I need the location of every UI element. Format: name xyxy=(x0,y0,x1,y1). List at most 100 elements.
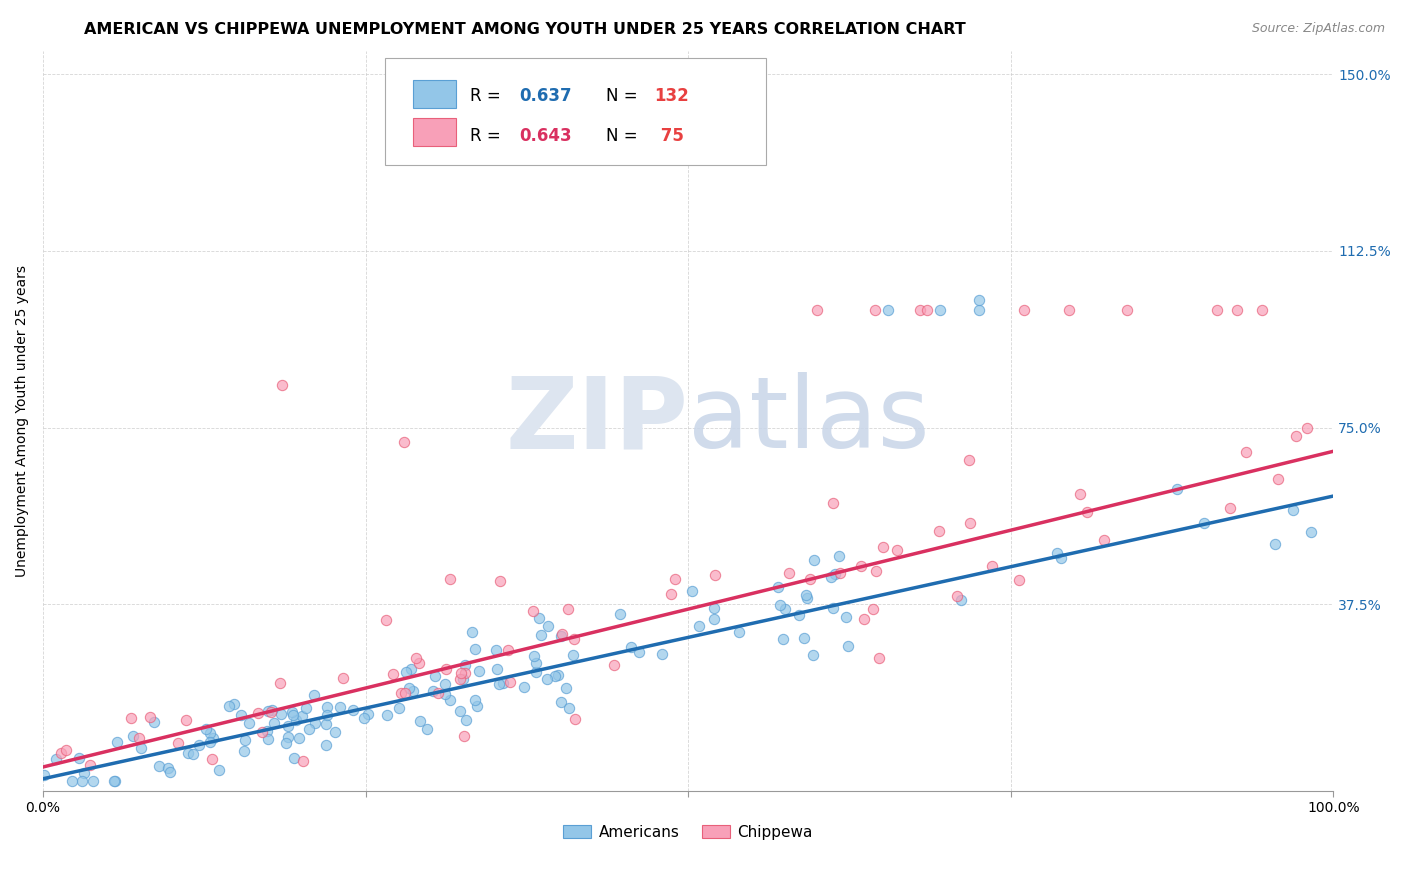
Point xyxy=(946,589,969,603)
Text: R =: R = xyxy=(470,127,506,145)
Point xyxy=(1012,302,1035,317)
Point xyxy=(1049,550,1071,565)
Point xyxy=(886,543,908,558)
Point xyxy=(547,668,569,682)
Point xyxy=(394,665,416,680)
Point xyxy=(486,662,509,676)
Point xyxy=(627,644,650,658)
Point xyxy=(464,693,486,707)
Point xyxy=(915,302,938,317)
Point xyxy=(1282,503,1305,517)
Point xyxy=(453,729,475,743)
Point xyxy=(1069,487,1091,501)
Point xyxy=(105,735,128,749)
Point xyxy=(434,662,457,676)
Point xyxy=(166,736,188,750)
Point xyxy=(778,566,800,581)
Point xyxy=(302,688,325,702)
Point xyxy=(967,293,990,308)
Point xyxy=(609,607,631,621)
Point xyxy=(70,774,93,789)
Point xyxy=(523,649,546,664)
Point xyxy=(703,612,725,626)
Point xyxy=(394,686,416,700)
Point xyxy=(291,709,314,723)
Point xyxy=(238,716,260,731)
Point xyxy=(142,715,165,730)
Point xyxy=(409,714,432,729)
Point xyxy=(1219,501,1241,516)
Point xyxy=(422,684,444,698)
Point xyxy=(342,703,364,717)
FancyBboxPatch shape xyxy=(413,118,456,146)
Point xyxy=(218,698,240,713)
Point xyxy=(460,624,482,639)
Point xyxy=(439,572,461,586)
Point xyxy=(803,553,825,567)
Point xyxy=(79,758,101,772)
Point xyxy=(298,722,321,736)
Point xyxy=(353,711,375,725)
Point xyxy=(1251,302,1274,317)
Point xyxy=(60,774,83,789)
Point xyxy=(824,566,846,581)
Point xyxy=(1166,482,1188,496)
Point xyxy=(1299,525,1322,540)
Point xyxy=(45,752,67,766)
Point xyxy=(159,764,181,779)
Point xyxy=(439,693,461,707)
Point xyxy=(32,767,55,781)
Point xyxy=(551,627,574,641)
Text: N =: N = xyxy=(606,127,643,145)
Point xyxy=(256,704,278,718)
Text: 75: 75 xyxy=(655,127,683,145)
Point xyxy=(830,566,852,581)
Point xyxy=(524,657,547,671)
Point xyxy=(688,619,710,633)
Point xyxy=(544,669,567,683)
Text: Source: ZipAtlas.com: Source: ZipAtlas.com xyxy=(1251,22,1385,36)
Point xyxy=(659,587,682,601)
Point xyxy=(224,697,246,711)
Point xyxy=(405,651,427,665)
Point xyxy=(148,759,170,773)
Point xyxy=(853,611,876,625)
Point xyxy=(129,741,152,756)
Point xyxy=(728,625,751,640)
Text: AMERICAN VS CHIPPEWA UNEMPLOYMENT AMONG YOUTH UNDER 25 YEARS CORRELATION CHART: AMERICAN VS CHIPPEWA UNEMPLOYMENT AMONG … xyxy=(84,22,966,37)
Point xyxy=(766,580,789,594)
Point xyxy=(201,752,224,766)
Point xyxy=(55,743,77,757)
Point xyxy=(1234,445,1257,459)
Point xyxy=(449,672,471,686)
Point xyxy=(399,662,422,676)
Point xyxy=(488,677,510,691)
Point xyxy=(315,738,337,752)
Point xyxy=(231,708,253,723)
Point xyxy=(793,631,815,645)
Text: R =: R = xyxy=(470,87,506,105)
Point xyxy=(928,302,950,317)
Point xyxy=(316,707,339,722)
Point xyxy=(557,602,579,616)
Point xyxy=(465,698,488,713)
Point xyxy=(315,700,337,714)
Point xyxy=(156,761,179,775)
Point xyxy=(252,725,274,739)
Point xyxy=(277,719,299,733)
Point xyxy=(270,707,292,722)
Point xyxy=(375,613,398,627)
Point xyxy=(233,733,256,747)
Point xyxy=(1296,420,1319,434)
Point xyxy=(433,687,456,701)
Point xyxy=(1008,573,1031,587)
Point xyxy=(450,666,472,681)
Point xyxy=(1076,505,1098,519)
Point xyxy=(530,628,553,642)
Point xyxy=(823,601,845,615)
Point xyxy=(285,713,308,727)
Point xyxy=(423,669,446,683)
Point xyxy=(550,695,572,709)
Point xyxy=(851,559,873,574)
Point xyxy=(103,774,125,789)
